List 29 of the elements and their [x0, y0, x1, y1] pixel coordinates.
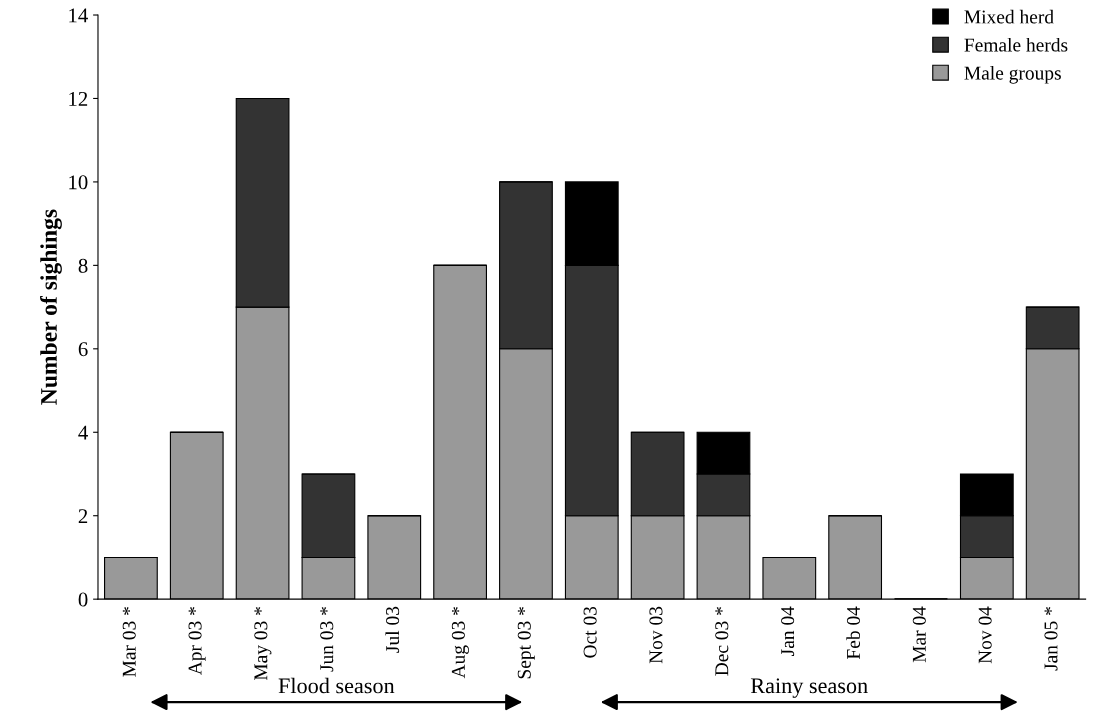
x-tick-label: Nov 03: [649, 606, 663, 664]
text: Rainy season: [750, 678, 868, 698]
text: Flood season: [278, 677, 395, 694]
x-tick-label: Jun 03 *: [320, 607, 334, 672]
x-tick-label: May 03 *: [254, 607, 272, 681]
y-tick-label: 14: [69, 8, 88, 23]
x-tick-label: Nov 04: [978, 606, 992, 664]
x-tick-label: Jul 03: [385, 606, 400, 653]
x-tick-label: Aug 03 *: [451, 607, 469, 679]
x-tick-label: Oct 03: [583, 606, 597, 658]
x-tick-label: Jan 05 *: [1044, 607, 1058, 671]
y-tick-label: 0: [78, 592, 88, 607]
legend-label: Mixed herd: [964, 9, 1054, 24]
x-tick-label: Mar 04: [912, 606, 926, 663]
y-tick-label: 10: [69, 175, 88, 190]
y-tick-label: 2: [78, 509, 88, 523]
x-tick-label: Jan 04: [781, 606, 795, 656]
x-tick-label: Feb 04: [846, 606, 861, 660]
y-tick-label: 8: [78, 258, 88, 273]
legend-label: Male groups: [964, 65, 1061, 84]
y-tick-label: 4: [78, 425, 88, 440]
x-tick-label: Apr 03 *: [188, 607, 206, 676]
y-axis-title: Number of sighings: [40, 209, 62, 405]
legend-label: Female herds: [964, 37, 1068, 52]
x-tick-label: Sept 03 *: [517, 607, 535, 679]
x-tick-label: Mar 03 *: [122, 607, 136, 677]
y-tick-label: 12: [69, 91, 88, 106]
x-tick-label: Dec 03 *: [715, 607, 729, 676]
y-tick-label: 6: [78, 342, 88, 357]
